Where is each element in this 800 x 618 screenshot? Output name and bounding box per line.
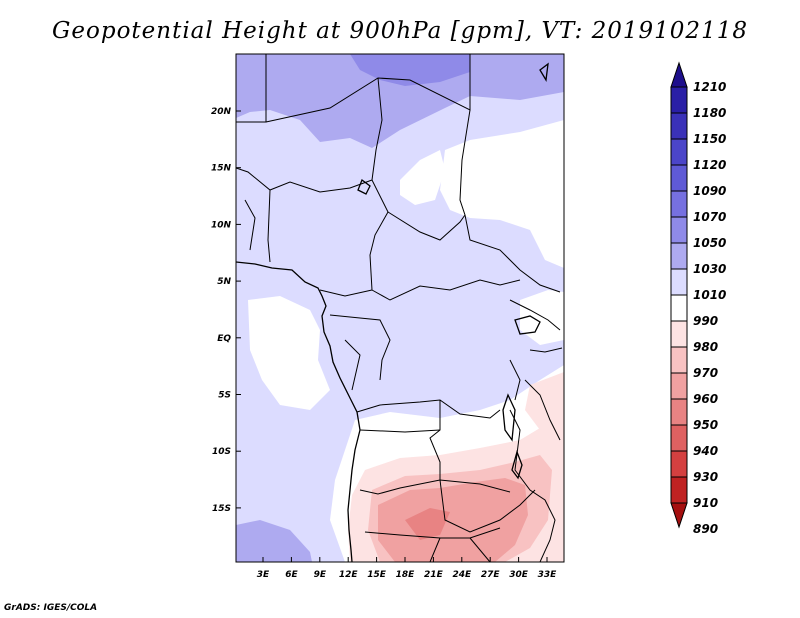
lat-tick-label: EQ bbox=[217, 334, 231, 344]
lon-tick-label: 21E bbox=[424, 570, 444, 580]
colorbar-label: 1210 bbox=[693, 80, 726, 94]
colorbar-segment bbox=[670, 294, 688, 322]
lon-tick-label: 33E bbox=[538, 570, 558, 580]
lon-tick-label: 3E bbox=[257, 570, 270, 580]
colorbar-segment bbox=[670, 346, 688, 374]
map-title: Geopotential Height at 900hPa [gpm], VT:… bbox=[52, 18, 748, 44]
grads-credit: GrADS: IGES/COLA bbox=[4, 603, 98, 613]
band-990-1010-lakes bbox=[520, 290, 564, 345]
lon-tick-label: 6E bbox=[285, 570, 298, 580]
colorbar-label: 970 bbox=[693, 366, 718, 380]
colorbar-label: 1010 bbox=[693, 288, 726, 302]
colorbar-segment bbox=[670, 320, 688, 348]
colorbar-label: 1090 bbox=[693, 184, 726, 198]
colorbar-segment bbox=[670, 112, 688, 140]
colorbar: 1210 1180 1150 1120 1090 1070 1050 1030 1010 990 9… bbox=[670, 61, 726, 536]
colorbar-label: 950 bbox=[693, 418, 718, 432]
colorbar-label: 1120 bbox=[693, 158, 726, 172]
band-980-990-east bbox=[525, 372, 564, 430]
colorbar-segment bbox=[670, 164, 688, 192]
colorbar-label: 960 bbox=[693, 392, 718, 406]
lon-tick-label: 18E bbox=[396, 570, 416, 580]
band-960-970 bbox=[378, 478, 528, 562]
colorbar-segment bbox=[670, 216, 688, 244]
colorbar-label: 1070 bbox=[693, 210, 726, 224]
lat-tick-label: 15N bbox=[211, 164, 232, 174]
colorbar-bottom-arrow bbox=[670, 502, 688, 529]
colorbar-label: 890 bbox=[693, 522, 718, 536]
band-990-1010-west bbox=[248, 296, 330, 410]
longitude-axis: 3E 6E 9E 12E 15E 18E 21E 24E 27E 30E 33E bbox=[257, 557, 557, 580]
lon-tick-label: 12E bbox=[339, 570, 359, 580]
colorbar-label: 1150 bbox=[693, 132, 726, 146]
colorbar-segment bbox=[670, 268, 688, 296]
country-borders bbox=[236, 54, 563, 562]
lat-tick-label: 10N bbox=[211, 220, 232, 230]
lat-tick-label: 20N bbox=[211, 107, 232, 117]
lat-tick-label: 5N bbox=[217, 277, 231, 287]
colorbar-label: 940 bbox=[693, 444, 718, 458]
lakes bbox=[357, 62, 549, 480]
band-990-1010-north bbox=[400, 150, 445, 205]
colorbar-label: 980 bbox=[693, 340, 718, 354]
lat-tick-label: 10S bbox=[212, 447, 231, 457]
colorbar-label: 930 bbox=[693, 470, 718, 484]
colorbar-label: 1030 bbox=[693, 262, 726, 276]
colorbar-segment bbox=[670, 450, 688, 478]
colorbar-segment bbox=[670, 398, 688, 426]
colorbar-label: 1180 bbox=[693, 106, 726, 120]
colorbar-segment bbox=[670, 86, 688, 114]
lon-tick-label: 27E bbox=[481, 570, 501, 580]
colorbar-segment bbox=[670, 424, 688, 452]
band-1030-1050 bbox=[236, 54, 564, 148]
colorbar-label: 910 bbox=[693, 496, 718, 510]
lon-tick-label: 30E bbox=[509, 570, 529, 580]
lon-tick-label: 24E bbox=[452, 570, 472, 580]
colorbar-top-arrow bbox=[670, 61, 688, 88]
colorbar-segment bbox=[670, 190, 688, 218]
height-field bbox=[236, 54, 564, 562]
colorbar-segment bbox=[670, 242, 688, 270]
colorbar-segment bbox=[670, 372, 688, 400]
colorbar-segment bbox=[670, 476, 688, 504]
band-950-960 bbox=[405, 508, 450, 540]
lon-tick-label: 15E bbox=[367, 570, 387, 580]
map-frame bbox=[235, 53, 565, 563]
colorbar-label: 1050 bbox=[693, 236, 726, 250]
band-1030-southwest bbox=[236, 520, 312, 562]
band-990-1010-east bbox=[440, 120, 564, 268]
lat-tick-label: 5S bbox=[218, 391, 231, 401]
lon-tick-label: 9E bbox=[314, 570, 327, 580]
colorbar-label: 990 bbox=[693, 314, 718, 328]
latitude-axis: 20N 15N 10N 5N EQ 5S 10S 15S bbox=[211, 107, 241, 514]
coastline-west-africa bbox=[236, 261, 361, 562]
lat-tick-label: 15S bbox=[212, 504, 231, 514]
colorbar-segment bbox=[670, 138, 688, 166]
